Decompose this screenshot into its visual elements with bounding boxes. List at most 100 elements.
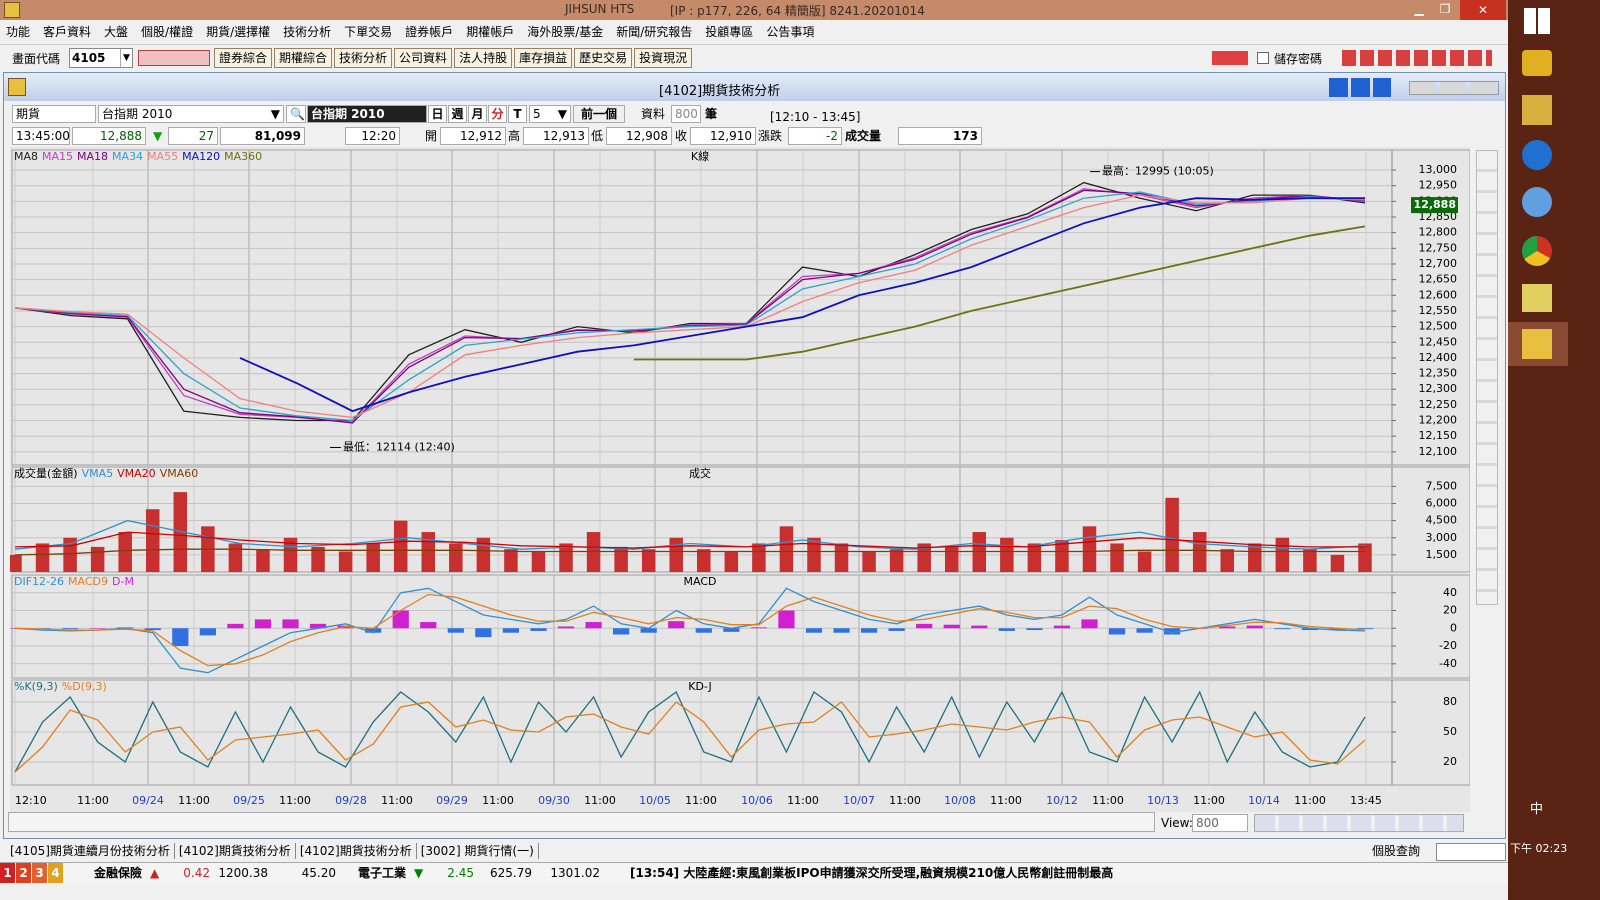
volume-bar xyxy=(1110,543,1124,572)
view-tools[interactable] xyxy=(1254,814,1464,832)
volume-bar xyxy=(834,543,849,572)
window-tab[interactable]: [3002] 期貨行情(一) xyxy=(417,843,539,859)
x-tick-label: 10/13 xyxy=(1147,794,1179,807)
function-button[interactable]: 證券綜合 xyxy=(214,48,273,68)
ime-indicator[interactable]: 中 xyxy=(1530,802,1544,817)
dm-bar xyxy=(613,628,630,635)
open-label: 開 xyxy=(425,129,438,143)
function-button[interactable]: 期權綜合 xyxy=(274,48,333,68)
taskbar-app[interactable] xyxy=(1522,140,1552,170)
taskbar-app[interactable] xyxy=(1522,236,1552,266)
volume-bar xyxy=(504,549,518,572)
y-tick-label: 12,700 xyxy=(1419,257,1458,270)
window-tab[interactable]: [4105]期貨連續月份技術分析 xyxy=(6,843,175,859)
taskbar-app[interactable] xyxy=(1522,95,1552,125)
y-tick-label: 13,000 xyxy=(1419,163,1458,176)
flag-buttons[interactable] xyxy=(1212,51,1248,65)
y-tick-label: 6,000 xyxy=(1426,497,1458,510)
ticker-page[interactable]: 1 xyxy=(0,863,15,883)
period-button[interactable]: T xyxy=(508,105,527,123)
dm-bar xyxy=(1026,628,1043,631)
ticker-page[interactable]: 4 xyxy=(48,863,63,883)
series-line xyxy=(239,197,1365,413)
code-input[interactable]: 4105 ▼ xyxy=(69,48,133,68)
period-button[interactable]: 週 xyxy=(448,105,467,123)
taskbar-app[interactable] xyxy=(1522,284,1552,312)
period-button[interactable]: 月 xyxy=(468,105,487,123)
menu-item[interactable]: 投顧專區 xyxy=(705,25,754,39)
menu-item[interactable]: 大盤 xyxy=(104,25,129,39)
x-tick-label: 11:00 xyxy=(584,794,616,807)
data-label: 資料 xyxy=(641,107,666,121)
dm-bar xyxy=(860,628,878,633)
period-button[interactable]: 日 xyxy=(428,105,447,123)
help-buttons[interactable] xyxy=(1329,78,1391,97)
volume-bar xyxy=(449,543,463,572)
data-count[interactable]: 800 xyxy=(671,105,701,123)
function-button[interactable]: 庫存損益 xyxy=(514,48,573,68)
dm-bar xyxy=(254,619,272,629)
scrollbar[interactable] xyxy=(8,812,1155,832)
ticker-bar: 1 2 3 4 金融保險 ▲ 0.42 1200.38 45.20 電子工業 ▼ 2.45 625.79… xyxy=(0,862,1508,883)
volume-bar xyxy=(1275,537,1290,572)
ticker-page[interactable]: 3 xyxy=(32,863,47,883)
legend-entry: MA360 xyxy=(224,150,262,163)
function-button[interactable]: 技術分析 xyxy=(334,48,393,68)
window-tab[interactable]: [4102]期貨技術分析 xyxy=(175,843,296,859)
menu-item[interactable]: 功能 xyxy=(6,25,31,39)
inner-window-controls[interactable] xyxy=(1409,81,1499,95)
dm-bar xyxy=(805,628,823,633)
restore-button[interactable]: ❐ xyxy=(1439,2,1451,16)
save-password-checkbox[interactable] xyxy=(1257,52,1269,64)
search-button[interactable]: 🔍 xyxy=(286,105,306,123)
menu-item[interactable]: 個股/權證 xyxy=(141,25,194,39)
menu-item[interactable]: 技術分析 xyxy=(283,25,332,39)
quote-change: 27 xyxy=(168,127,218,145)
taskbar-app[interactable] xyxy=(1522,187,1552,217)
app-icon xyxy=(4,2,20,18)
search-input[interactable] xyxy=(1436,843,1506,861)
function-button[interactable]: 投資現況 xyxy=(634,48,693,68)
ticker-page[interactable]: 2 xyxy=(16,863,31,883)
market-select[interactable]: 期貨 xyxy=(12,105,96,123)
dm-bar xyxy=(1164,628,1181,635)
drawing-tools[interactable] xyxy=(1476,150,1498,605)
taskbar-app[interactable] xyxy=(1522,50,1552,76)
menu-item[interactable]: 客戶資料 xyxy=(43,25,92,39)
interval-select[interactable]: 5 ▼ xyxy=(529,105,571,123)
x-tick-label: 12:10 xyxy=(15,794,47,807)
tool-icons[interactable] xyxy=(1342,50,1492,66)
y-tick-label: 1,500 xyxy=(1426,548,1458,561)
menu-item[interactable]: 海外股票/基金 xyxy=(527,25,604,39)
legend-entry: MACD9 xyxy=(68,575,108,588)
period-button[interactable]: 分 xyxy=(488,105,507,123)
close-button[interactable]: ✕ xyxy=(1460,0,1506,20)
contract-select[interactable]: 台指期 2010 ▼ xyxy=(98,105,284,123)
view-count[interactable]: 800 xyxy=(1192,814,1248,832)
close-label: 收 xyxy=(675,129,688,143)
start-button[interactable] xyxy=(1524,8,1550,34)
menu-item[interactable]: 新聞/研究報告 xyxy=(616,25,693,39)
volume-bar xyxy=(118,532,132,572)
taskbar-active-app[interactable] xyxy=(1508,322,1568,366)
icon-buttons[interactable] xyxy=(138,50,210,66)
function-button[interactable]: 法人持股 xyxy=(454,48,513,68)
prev-button[interactable]: 前一個 xyxy=(573,105,625,123)
menu-item[interactable]: 下單交易 xyxy=(344,25,393,39)
menu-item[interactable]: 證券帳戶 xyxy=(405,25,454,39)
x-tick-label: 11:00 xyxy=(1092,794,1124,807)
function-button[interactable]: 歷史交易 xyxy=(574,48,633,68)
legend-entry: MA120 xyxy=(182,150,220,163)
low-annotation: 最低：12114 (12:40) xyxy=(343,440,455,453)
function-button[interactable]: 公司資料 xyxy=(394,48,453,68)
window-tab[interactable]: [4102]期貨技術分析 xyxy=(296,843,417,859)
menu-item[interactable]: 期權帳戶 xyxy=(466,25,515,39)
y-tick-label: -40 xyxy=(1439,657,1457,670)
dm-bar xyxy=(557,626,575,629)
menu-item[interactable]: 期貨/選擇權 xyxy=(206,25,271,39)
menu-item[interactable]: 公告事項 xyxy=(766,25,815,39)
toolbar: 畫面代碼 4105 ▼ 證券綜合 期權綜合 技術分析 公司資料 法人持股 庫存損益 歷史交易投… xyxy=(0,44,1508,70)
minimize-button[interactable]: ▁ xyxy=(1414,2,1424,16)
function-buttons: 證券綜合 期權綜合 技術分析 公司資料 法人持股 庫存損益 歷史交易 投資現況 xyxy=(214,48,694,68)
dm-bar xyxy=(1356,628,1374,630)
